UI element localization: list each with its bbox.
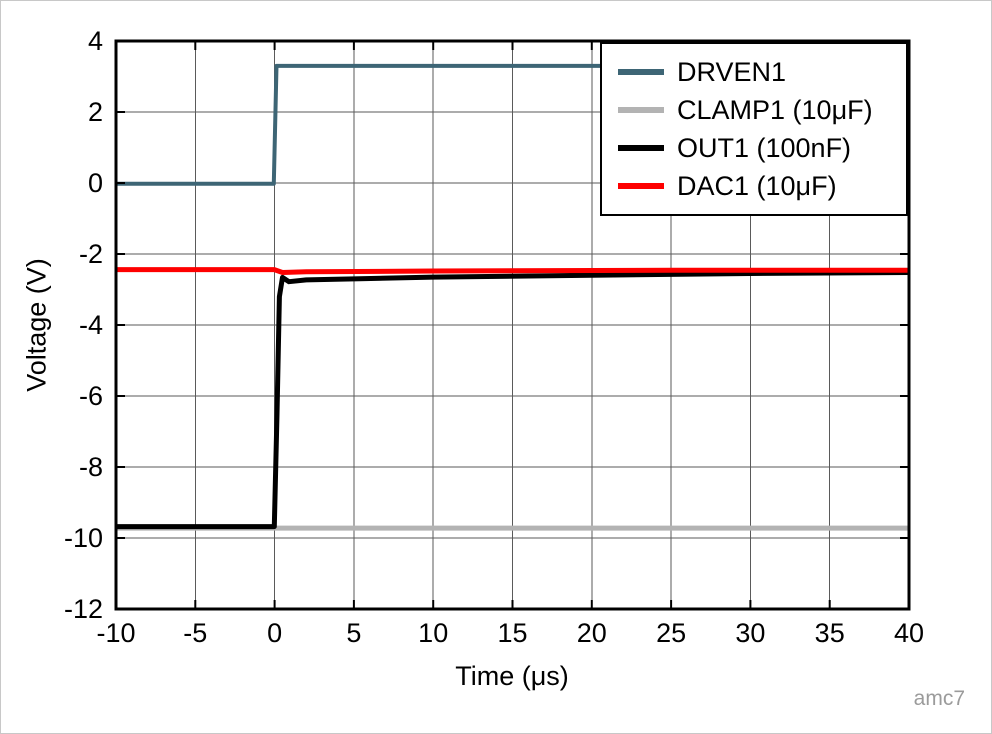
watermark: amc7: [913, 687, 965, 710]
y-tick-label: -2: [79, 239, 103, 269]
x-axis-title: Time (μs): [455, 661, 569, 691]
legend: DRVEN1 CLAMP1 (10μF) OUT1 (100nF) DAC1 (10μ…: [600, 42, 908, 216]
x-tick-label: 25: [656, 618, 686, 648]
x-tick-label: 10: [418, 618, 448, 648]
legend-item: OUT1 (100nF): [618, 129, 900, 167]
y-tick-label: -8: [79, 452, 103, 482]
y-tick-label: -10: [64, 523, 103, 553]
x-tick-label: -10: [96, 618, 135, 648]
y-tick-label: 0: [88, 168, 103, 198]
y-axis-title: Voltage (V): [21, 258, 52, 392]
legend-label: OUT1 (100nF): [677, 132, 852, 163]
series-line-dac1: [116, 267, 909, 275]
legend-swatch: [618, 107, 664, 113]
x-tick-label: 30: [735, 618, 765, 648]
legend-item: DRVEN1: [618, 53, 900, 91]
x-tick-label: 15: [497, 618, 527, 648]
legend-item: DAC1 (10μF): [618, 167, 900, 205]
legend-swatch: [618, 183, 664, 189]
legend-label: DAC1 (10μF): [677, 170, 837, 201]
x-tick-label: 20: [577, 618, 607, 648]
y-tick-label: -12: [64, 594, 103, 624]
x-tick-label: 5: [346, 618, 361, 648]
series-line-drven1: [116, 63, 909, 186]
y-tick-label: 2: [88, 97, 103, 127]
legend-label: CLAMP1 (10μF): [677, 94, 873, 125]
y-tick-label: 4: [88, 26, 103, 56]
legend-label: DRVEN1: [677, 56, 787, 87]
x-tick-label: 0: [267, 618, 282, 648]
series-line-out1: [116, 270, 909, 530]
legend-swatch: [618, 145, 664, 151]
legend-swatch: [618, 69, 664, 75]
x-tick-label: 35: [815, 618, 845, 648]
legend-item: CLAMP1 (10μF): [618, 91, 900, 129]
y-tick-label: -4: [79, 310, 103, 340]
x-tick-label: -5: [183, 618, 207, 648]
x-tick-label: 40: [894, 618, 924, 648]
y-tick-label: -6: [79, 381, 103, 411]
